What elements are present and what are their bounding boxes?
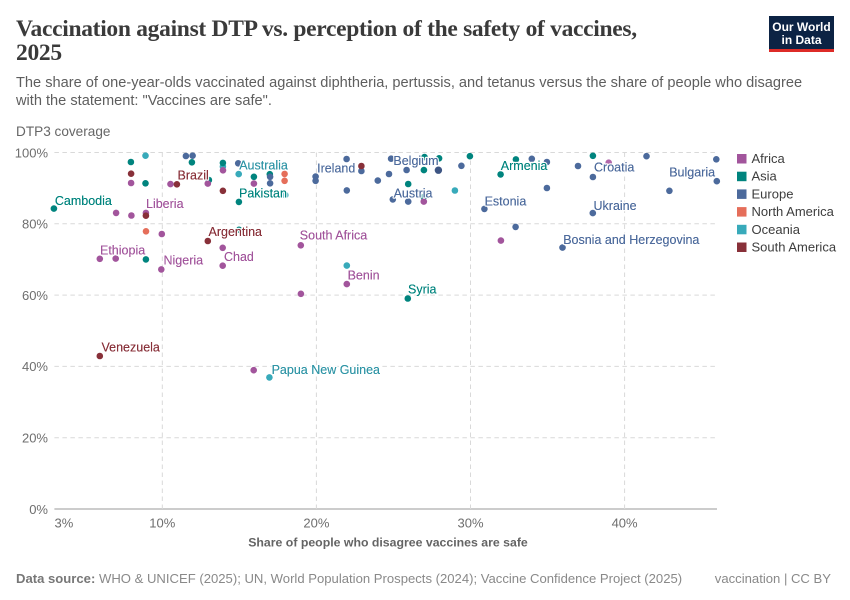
svg-text:Estonia: Estonia (485, 194, 527, 208)
svg-text:Venezuela: Venezuela (102, 340, 160, 354)
svg-text:Armenia: Armenia (501, 159, 548, 173)
svg-text:Argentina: Argentina (209, 225, 263, 239)
svg-text:Benin: Benin (348, 269, 380, 283)
svg-text:0%: 0% (29, 502, 48, 517)
svg-text:Austria: Austria (394, 186, 433, 200)
svg-text:100%: 100% (15, 145, 49, 160)
svg-text:Bulgaria: Bulgaria (669, 166, 715, 180)
svg-text:Armenia: Armenia (501, 159, 548, 173)
svg-text:Ukraine: Ukraine (594, 199, 637, 213)
svg-text:DTP3 coverage: DTP3 coverage (16, 124, 110, 139)
svg-text:Austria: Austria (394, 186, 433, 200)
svg-text:Chad: Chad (224, 250, 254, 264)
svg-text:Cambodia: Cambodia (55, 194, 112, 208)
svg-text:Ethiopia: Ethiopia (100, 244, 145, 258)
svg-text:30%: 30% (457, 516, 483, 531)
svg-text:Bosnia and Herzegovina: Bosnia and Herzegovina (563, 233, 699, 247)
svg-text:Papua New Guinea: Papua New Guinea (272, 363, 380, 377)
svg-text:Papua New Guinea: Papua New Guinea (272, 363, 380, 377)
svg-text:3%: 3% (55, 516, 74, 531)
svg-text:South Africa: South Africa (300, 229, 367, 243)
svg-text:North America: North America (752, 204, 835, 219)
svg-text:20%: 20% (22, 431, 48, 446)
svg-text:10%: 10% (149, 516, 175, 531)
svg-text:Brazil: Brazil (178, 169, 209, 183)
svg-text:Ireland: Ireland (317, 162, 355, 176)
svg-text:Liberia: Liberia (146, 197, 184, 211)
svg-text:Cambodia: Cambodia (55, 194, 112, 208)
svg-text:Bosnia and Herzegovina: Bosnia and Herzegovina (563, 233, 699, 247)
svg-text:Africa: Africa (752, 151, 786, 166)
svg-text:Brazil: Brazil (178, 169, 209, 183)
svg-text:Share of people who disagree v: Share of people who disagree vaccines ar… (248, 536, 528, 550)
svg-text:Syria: Syria (408, 282, 437, 296)
svg-text:Estonia: Estonia (485, 194, 527, 208)
svg-text:Benin: Benin (348, 269, 380, 283)
svg-text:Chad: Chad (224, 250, 254, 264)
svg-text:40%: 40% (22, 359, 48, 374)
svg-text:40%: 40% (612, 516, 638, 531)
svg-text:Australia: Australia (239, 159, 288, 173)
svg-text:Syria: Syria (408, 282, 437, 296)
svg-text:80%: 80% (22, 217, 48, 232)
svg-text:Belgium: Belgium (393, 154, 438, 168)
svg-text:Pakistan: Pakistan (239, 187, 287, 201)
svg-text:Nigeria: Nigeria (164, 253, 204, 267)
svg-text:Croatia: Croatia (594, 161, 634, 175)
svg-text:South Africa: South Africa (300, 229, 367, 243)
svg-text:Australia: Australia (239, 159, 288, 173)
svg-text:Nigeria: Nigeria (164, 253, 204, 267)
svg-text:Ireland: Ireland (317, 162, 355, 176)
svg-text:Oceania: Oceania (752, 222, 801, 237)
svg-text:South America: South America (752, 240, 837, 255)
svg-text:Pakistan: Pakistan (239, 187, 287, 201)
svg-text:Ethiopia: Ethiopia (100, 244, 145, 258)
svg-text:Europe: Europe (752, 186, 794, 201)
svg-text:20%: 20% (303, 516, 329, 531)
svg-text:Venezuela: Venezuela (102, 340, 160, 354)
svg-text:Croatia: Croatia (594, 161, 634, 175)
svg-text:Asia: Asia (752, 169, 778, 184)
svg-text:Bulgaria: Bulgaria (669, 166, 715, 180)
svg-text:Ukraine: Ukraine (594, 199, 637, 213)
svg-text:Liberia: Liberia (146, 197, 184, 211)
svg-text:Argentina: Argentina (209, 225, 263, 239)
svg-text:60%: 60% (22, 288, 48, 303)
svg-text:Belgium: Belgium (393, 154, 438, 168)
